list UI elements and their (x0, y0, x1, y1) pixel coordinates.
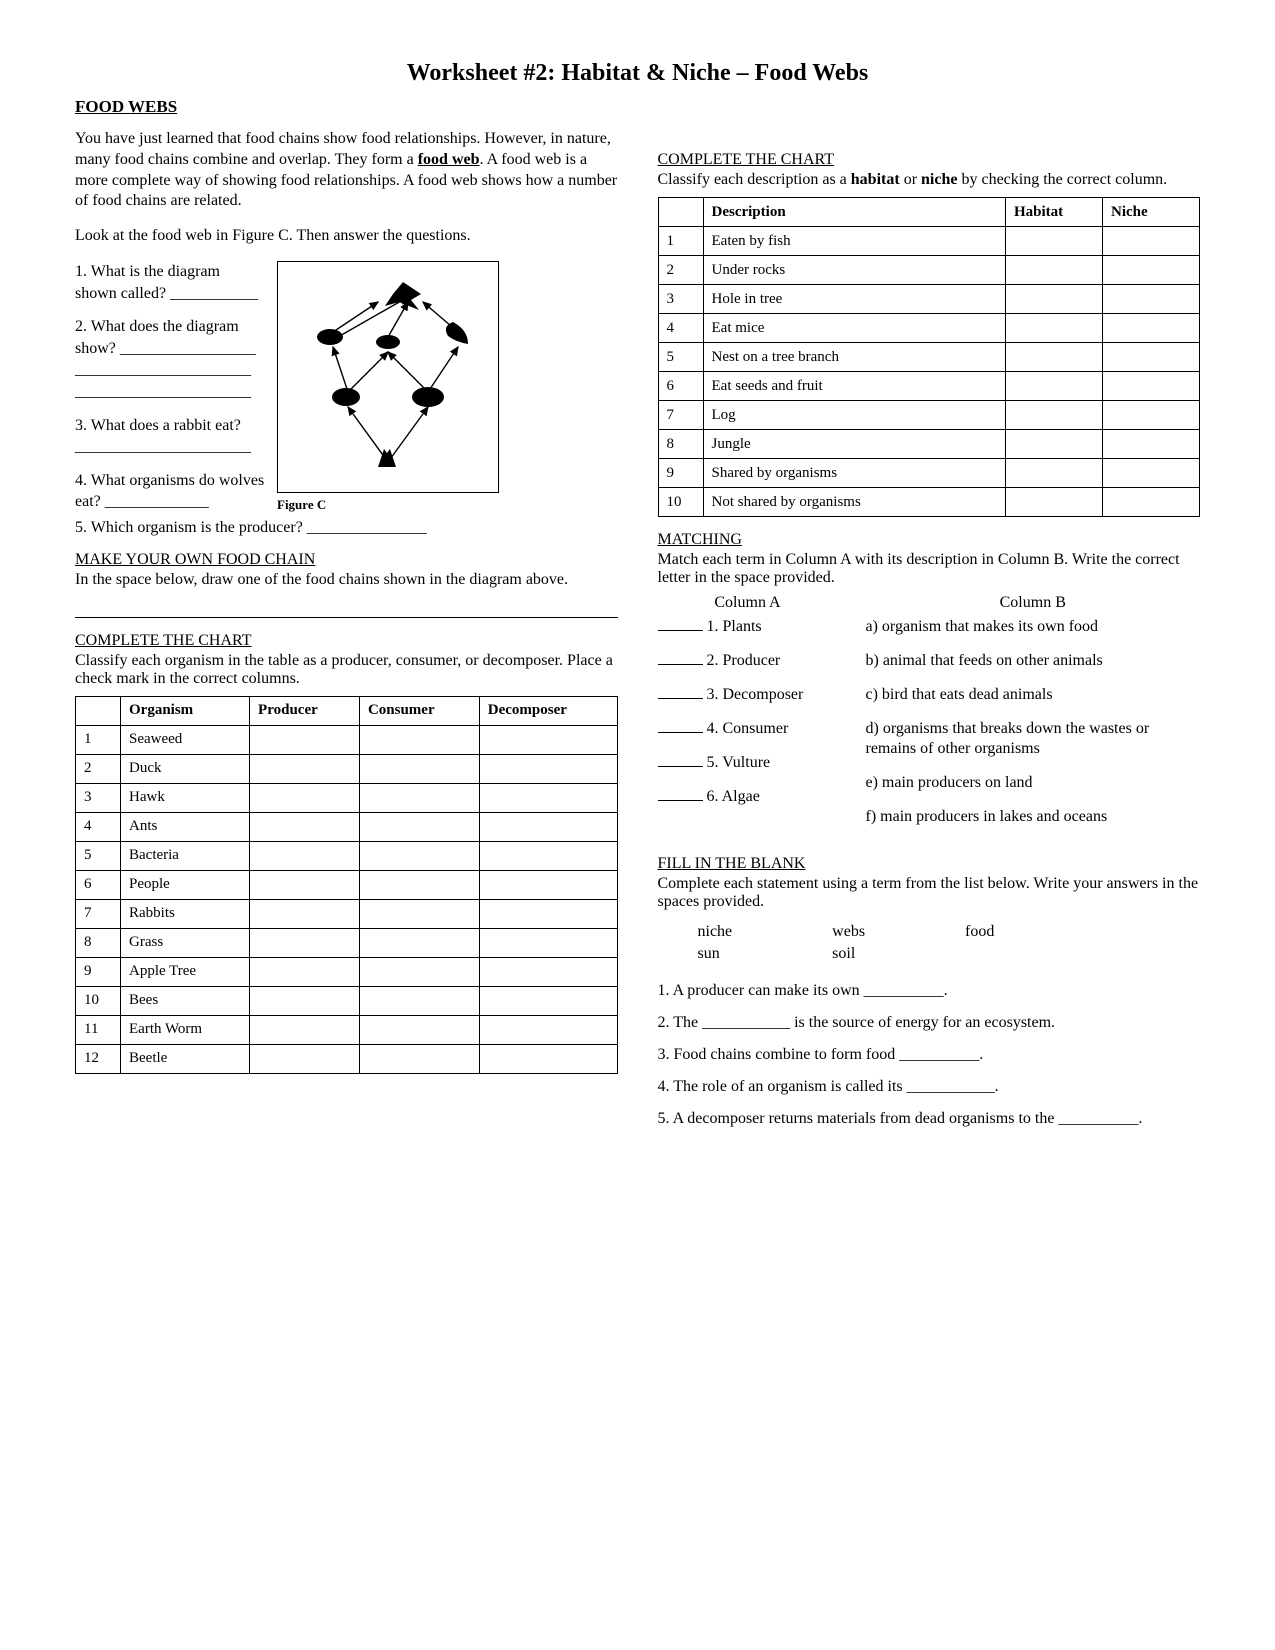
table-row: 1Seaweed (76, 725, 618, 754)
column-b-head: Column B (866, 593, 1201, 613)
complete-chart-2-text: Classify each description as a habitat o… (658, 171, 1201, 189)
complete-chart-1-text: Classify each organism in the table as a… (75, 652, 618, 688)
fill-item: 5. A decomposer returns materials from d… (658, 1110, 1201, 1128)
table-row: 12Beetle (76, 1044, 618, 1073)
wb-soil: soil (832, 943, 865, 965)
table-row: 9Apple Tree (76, 957, 618, 986)
column-a-head: Column A (658, 593, 838, 613)
table-row: 2Duck (76, 754, 618, 783)
table-row: 1Eaten by fish (658, 227, 1200, 256)
worksheet-title: Worksheet #2: Habitat & Niche – Food Web… (75, 60, 1200, 87)
table-row: 5Nest on a tree branch (658, 343, 1200, 372)
table-row: 3Hole in tree (658, 285, 1200, 314)
column-b: Column B a) organism that makes its own … (866, 593, 1201, 841)
matching-columns: Column A 1. Plants 2. Producer 3. Decomp… (658, 593, 1201, 841)
right-column: COMPLETE THE CHART Classify each descrip… (658, 97, 1201, 1142)
fill-blank-list: 1. A producer can make its own _________… (658, 982, 1201, 1128)
table-row: 4Eat mice (658, 314, 1200, 343)
table-row: 10Not shared by organisms (658, 488, 1200, 517)
ct2-m: or (900, 171, 921, 188)
question-4: 4. What organisms do wolves eat? _______… (75, 470, 265, 513)
complete-chart-2-heading: COMPLETE THE CHART (658, 151, 1201, 169)
fill-item: 2. The ___________ is the source of ener… (658, 1014, 1201, 1032)
fill-blank-text: Complete each statement using a term fro… (658, 875, 1201, 911)
table-row: 7Log (658, 401, 1200, 430)
match-a-item: 1. Plants (658, 617, 838, 637)
make-chain-heading: MAKE YOUR OWN FOOD CHAIN (75, 551, 618, 569)
match-a-item: 3. Decomposer (658, 685, 838, 705)
match-a-item: 4. Consumer (658, 719, 838, 739)
make-chain-text: In the space below, draw one of the food… (75, 571, 618, 589)
wb-webs: webs (832, 921, 865, 943)
lookat-paragraph: Look at the food web in Figure C. Then a… (75, 226, 618, 247)
fill-item: 3. Food chains combine to form food ____… (658, 1046, 1201, 1064)
figure-caption: Figure C (277, 497, 618, 513)
table-row: 9Shared by organisms (658, 459, 1200, 488)
column-a: Column A 1. Plants 2. Producer 3. Decomp… (658, 593, 838, 841)
table-row: 11Earth Worm (76, 1015, 618, 1044)
table-row: 7Rabbits (76, 899, 618, 928)
match-b-item: b) animal that feeds on other animals (866, 651, 1201, 671)
t2-h0 (658, 198, 703, 227)
questions-block: 1. What is the diagram shown called? ___… (75, 261, 265, 513)
match-b-item: d) organisms that breaks down the wastes… (866, 719, 1201, 759)
draw-line (75, 617, 618, 618)
t1-h4: Decomposer (479, 696, 617, 725)
match-b-item: e) main producers on land (866, 773, 1201, 793)
table-row: 3Hawk (76, 783, 618, 812)
match-b-item: c) bird that eats dead animals (866, 685, 1201, 705)
organism-table: Organism Producer Consumer Decomposer 1S… (75, 696, 618, 1074)
t2-h1: Description (703, 198, 1006, 227)
question-5: 5. Which organism is the producer? _____… (75, 519, 618, 537)
wb-food: food (965, 921, 994, 943)
t1-h3: Consumer (359, 696, 479, 725)
t1-h0 (76, 696, 121, 725)
table-row: 8Jungle (658, 430, 1200, 459)
question-2: 2. What does the diagram show? _________… (75, 316, 265, 359)
t1-h2: Producer (250, 696, 360, 725)
fill-blank-heading: FILL IN THE BLANK (658, 855, 1201, 873)
t2-h3: Niche (1103, 198, 1200, 227)
match-b-item: a) organism that makes its own food (866, 617, 1201, 637)
food-webs-heading: FOOD WEBS (75, 97, 618, 117)
fill-item: 1. A producer can make its own _________… (658, 982, 1201, 1000)
ct2-b1: habitat (851, 171, 900, 188)
match-a-item: 6. Algae (658, 787, 838, 807)
matching-heading: MATCHING (658, 531, 1201, 549)
table-row: 5Bacteria (76, 841, 618, 870)
ct2-c: by checking the correct column. (957, 171, 1167, 188)
intro-bold: food web (418, 151, 480, 168)
intro-paragraph: You have just learned that food chains s… (75, 129, 618, 212)
t1-h1: Organism (121, 696, 250, 725)
ct2-b2: niche (921, 171, 957, 188)
table-row: 4Ants (76, 812, 618, 841)
match-a-item: 2. Producer (658, 651, 838, 671)
complete-chart-1-heading: COMPLETE THE CHART (75, 632, 618, 650)
wb-niche: niche (698, 921, 733, 943)
question-1: 1. What is the diagram shown called? ___… (75, 261, 265, 304)
wb-sun: sun (698, 943, 733, 965)
match-a-item: 5. Vulture (658, 753, 838, 773)
question-3: 3. What does a rabbit eat? (75, 415, 265, 437)
fill-item: 4. The role of an organism is called its… (658, 1078, 1201, 1096)
table-row: 8Grass (76, 928, 618, 957)
table-row: 10Bees (76, 986, 618, 1015)
match-b-item: f) main producers in lakes and oceans (866, 807, 1201, 827)
figure-c-diagram (277, 261, 499, 493)
left-column: FOOD WEBS You have just learned that foo… (75, 97, 618, 1074)
table-row: 6Eat seeds and fruit (658, 372, 1200, 401)
t2-h2: Habitat (1006, 198, 1103, 227)
table-row: 2Under rocks (658, 256, 1200, 285)
wordbank: niche sun webs soil food (698, 921, 1201, 966)
ct2-a: Classify each description as a (658, 171, 851, 188)
table-row: 6People (76, 870, 618, 899)
habitat-niche-table: Description Habitat Niche 1Eaten by fish… (658, 197, 1201, 517)
matching-text: Match each term in Column A with its des… (658, 551, 1201, 587)
